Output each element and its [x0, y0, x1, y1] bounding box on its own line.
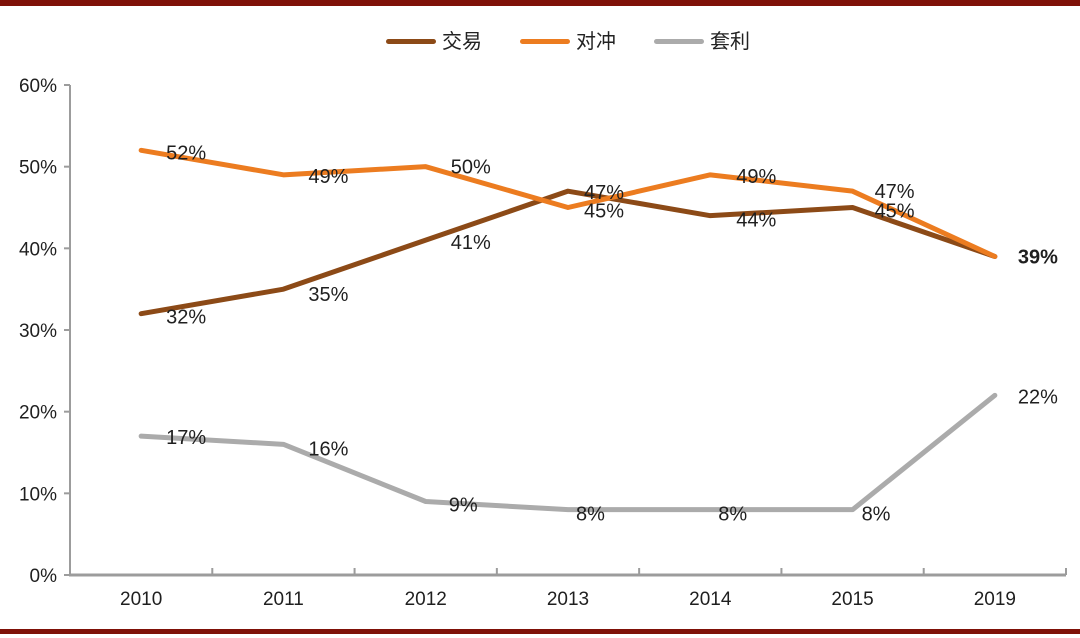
x-axis-tick-label: 2010	[120, 589, 162, 610]
x-axis-tick-label: 2011	[263, 589, 304, 610]
y-axis-tick-label: 0%	[30, 566, 58, 587]
data-label-2-2011: 16%	[308, 438, 348, 460]
data-label-1-2015: 47%	[875, 181, 915, 203]
data-label-2-2014: 8%	[718, 504, 747, 526]
data-label-0-2013: 47%	[584, 182, 624, 204]
series-line-0	[138, 188, 998, 317]
legend-label-hedging: 对冲	[576, 29, 616, 53]
data-label-1-2011: 49%	[308, 166, 348, 188]
data-label-0-2015: 45%	[875, 201, 915, 223]
x-axis-tick-label: 2012	[405, 589, 447, 610]
data-label-2-2012: 9%	[449, 495, 478, 517]
y-axis-tick-label: 40%	[19, 239, 57, 260]
data-label-2-2015: 8%	[862, 504, 891, 526]
series-line-1	[138, 147, 998, 259]
legend-item-hedging: 对冲	[520, 31, 616, 51]
legend-label-arbitrage: 套利	[710, 29, 750, 53]
data-label-1-2013: 45%	[584, 201, 624, 223]
y-axis-tick-label: 10%	[19, 484, 57, 505]
data-label-0-2012: 41%	[451, 232, 491, 254]
x-axis-tick-label: 2019	[974, 589, 1016, 610]
series-line-2	[138, 392, 998, 513]
legend-line-swatch-trading-icon	[386, 38, 436, 44]
data-label-0-2014: 44%	[736, 210, 776, 232]
y-axis-tick-label: 50%	[19, 158, 57, 179]
data-label-1-2012: 50%	[451, 157, 491, 179]
legend-item-trading: 交易	[386, 31, 482, 51]
y-axis-tick-label: 30%	[19, 321, 57, 342]
legend-item-arbitrage: 套利	[654, 31, 750, 51]
data-label-0-2010: 32%	[166, 307, 206, 329]
x-axis-tick-label: 2013	[547, 589, 589, 610]
data-label-2-2010: 17%	[166, 427, 206, 449]
data-label-1-2010: 52%	[166, 142, 206, 164]
report-top-rule	[0, 0, 1080, 6]
data-label-1-2019: 39%	[1018, 247, 1058, 269]
y-axis-tick-label: 20%	[19, 403, 57, 424]
y-axis-tick-label: 60%	[19, 76, 57, 97]
legend-line-swatch-arbitrage-icon	[654, 38, 704, 44]
data-label-1-2014: 49%	[736, 166, 776, 188]
x-axis-tick-label: 2014	[689, 589, 732, 610]
legend-line-swatch-hedging-icon	[520, 38, 570, 44]
data-label-0-2011: 35%	[308, 284, 348, 306]
data-label-2-2013: 8%	[576, 504, 605, 526]
legend-label-trading: 交易	[442, 29, 482, 53]
report-bottom-rule	[0, 629, 1080, 634]
chart-legend: 交易 对冲 套利	[70, 31, 1066, 51]
x-axis-tick-label: 2015	[831, 589, 873, 610]
data-label-2-2019: 22%	[1018, 386, 1058, 408]
